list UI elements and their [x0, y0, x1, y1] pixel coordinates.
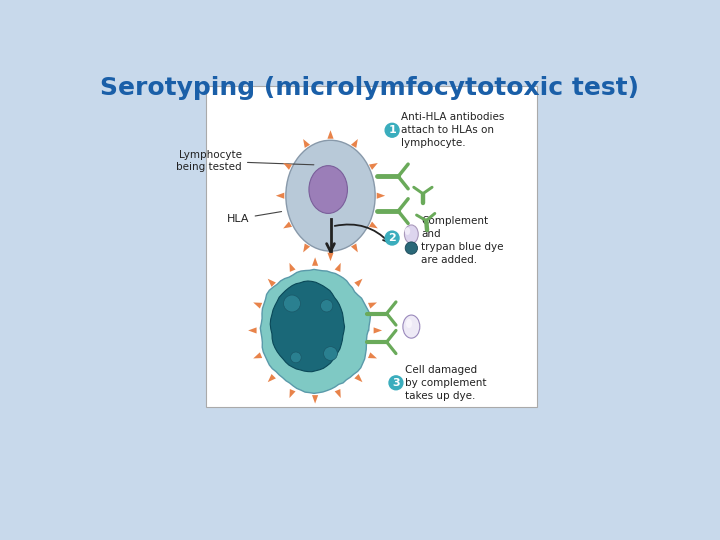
Circle shape: [284, 295, 300, 312]
Circle shape: [290, 352, 301, 363]
Text: 1: 1: [388, 125, 396, 135]
Ellipse shape: [406, 319, 412, 328]
Text: 2: 2: [388, 233, 396, 243]
Text: HLA: HLA: [227, 212, 282, 224]
Polygon shape: [261, 269, 371, 393]
Polygon shape: [283, 163, 292, 170]
Text: Lymphocyte
being tested: Lymphocyte being tested: [176, 150, 314, 172]
Polygon shape: [253, 353, 262, 359]
Ellipse shape: [309, 166, 348, 213]
Circle shape: [389, 376, 403, 390]
Ellipse shape: [405, 225, 418, 244]
Text: Cell damaged
by complement
takes up dye.: Cell damaged by complement takes up dye.: [405, 364, 487, 401]
Polygon shape: [335, 389, 341, 398]
Polygon shape: [289, 263, 295, 272]
Polygon shape: [351, 139, 358, 148]
Ellipse shape: [403, 315, 420, 338]
Ellipse shape: [405, 227, 410, 235]
Text: Complement
and
trypan blue dye
are added.: Complement and trypan blue dye are added…: [421, 215, 504, 265]
FancyBboxPatch shape: [206, 85, 537, 408]
Polygon shape: [351, 244, 358, 252]
Circle shape: [385, 123, 399, 137]
Polygon shape: [253, 302, 262, 308]
Polygon shape: [368, 353, 377, 359]
Polygon shape: [369, 163, 378, 170]
Polygon shape: [276, 193, 284, 199]
Text: Anti-HLA antibodies
attach to HLAs on
lymphocyte.: Anti-HLA antibodies attach to HLAs on ly…: [401, 112, 505, 148]
Polygon shape: [354, 374, 362, 382]
Polygon shape: [303, 244, 310, 252]
Polygon shape: [369, 221, 378, 228]
Polygon shape: [374, 327, 382, 334]
Polygon shape: [312, 395, 318, 403]
Polygon shape: [283, 221, 292, 228]
Polygon shape: [377, 193, 385, 199]
Polygon shape: [268, 279, 276, 287]
Polygon shape: [354, 279, 362, 287]
Ellipse shape: [286, 140, 375, 251]
Polygon shape: [335, 263, 341, 272]
Circle shape: [385, 231, 399, 245]
Circle shape: [405, 242, 418, 254]
Text: 3: 3: [392, 378, 400, 388]
Circle shape: [323, 347, 338, 361]
Polygon shape: [328, 130, 333, 139]
Polygon shape: [303, 139, 310, 148]
Polygon shape: [312, 257, 318, 266]
Polygon shape: [248, 327, 256, 334]
Polygon shape: [328, 253, 333, 261]
Polygon shape: [270, 281, 345, 372]
Circle shape: [320, 300, 333, 312]
Polygon shape: [268, 374, 276, 382]
Polygon shape: [289, 389, 295, 398]
Text: Serotyping (microlymfocytotoxic test): Serotyping (microlymfocytotoxic test): [99, 76, 639, 100]
Polygon shape: [368, 302, 377, 308]
